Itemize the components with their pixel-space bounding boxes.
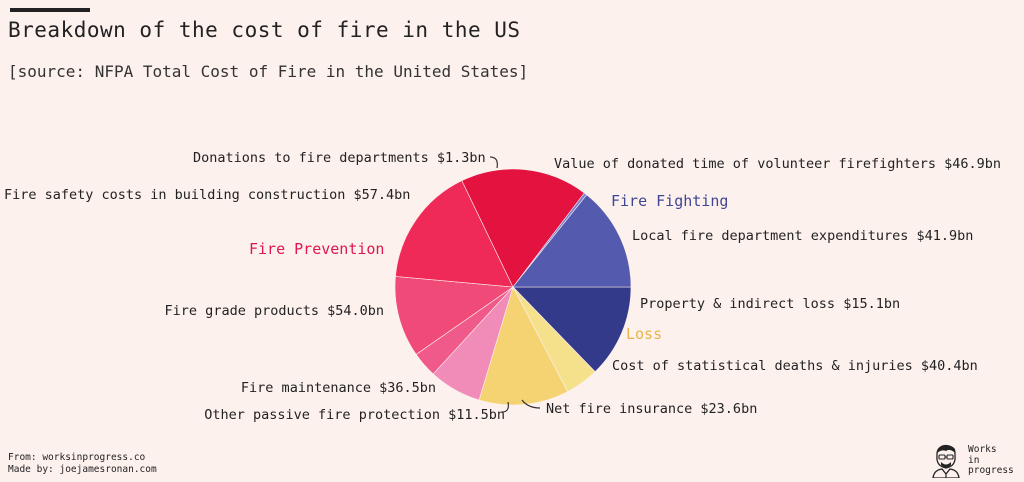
label-donations: Donations to fire departments $1.3bn [193,150,486,166]
label-property-loss: Property & indirect loss $15.1bn [640,296,900,312]
pie-slice-5 [394,276,514,355]
label-local-fire-dept: Local fire department expenditures $41.9… [632,228,973,244]
pie-slice-9 [512,194,632,288]
label-statistical-deaths: Cost of statistical deaths & injuries $4… [612,358,978,374]
brand-line-3: progress [968,465,1014,476]
pie-slice-0 [512,286,632,373]
brand-line-2: in [968,454,980,466]
footer-credits: From: worksinprogress.co Made by: joejam… [8,452,157,476]
group-label-loss: Loss [626,325,662,343]
label-net-insurance: Net fire insurance $23.6bn [546,401,757,417]
group-label-fire-prevention: Fire Prevention [249,240,384,258]
pie-slice-2 [478,286,568,406]
pie-slice-6 [395,180,514,288]
label-other-passive: Other passive fire protection $11.5bn [204,407,505,423]
pie-slice-7 [461,168,585,288]
group-label-fire-fighting: Fire Fighting [611,192,728,210]
label-fire-maintenance: Fire maintenance $36.5bn [241,380,436,396]
label-volunteer-time: Value of donated time of volunteer firef… [554,156,1001,172]
connector-net-insurance [521,399,541,409]
author-face-icon [932,444,960,478]
pie-slices [394,168,632,406]
label-fire-safety-construction: Fire safety costs in building constructi… [4,187,410,203]
page-subtitle: [source: NFPA Total Cost of Fire in the … [8,62,529,81]
brand-logo: Works in progress [930,444,1020,478]
label-fire-grade-products: Fire grade products $54.0bn [165,303,384,319]
footer-made-by: Made by: joejamesronan.com [8,464,157,475]
footer-from: From: worksinprogress.co [8,452,146,463]
connector-donations [489,156,498,169]
page-title: Breakdown of the cost of fire in the US [8,18,521,42]
title-accent-bar [10,8,90,12]
brand-wordmark: Works in progress [968,444,1014,477]
brand-line-1: Works [968,444,997,455]
connector-other-passive [501,401,509,413]
